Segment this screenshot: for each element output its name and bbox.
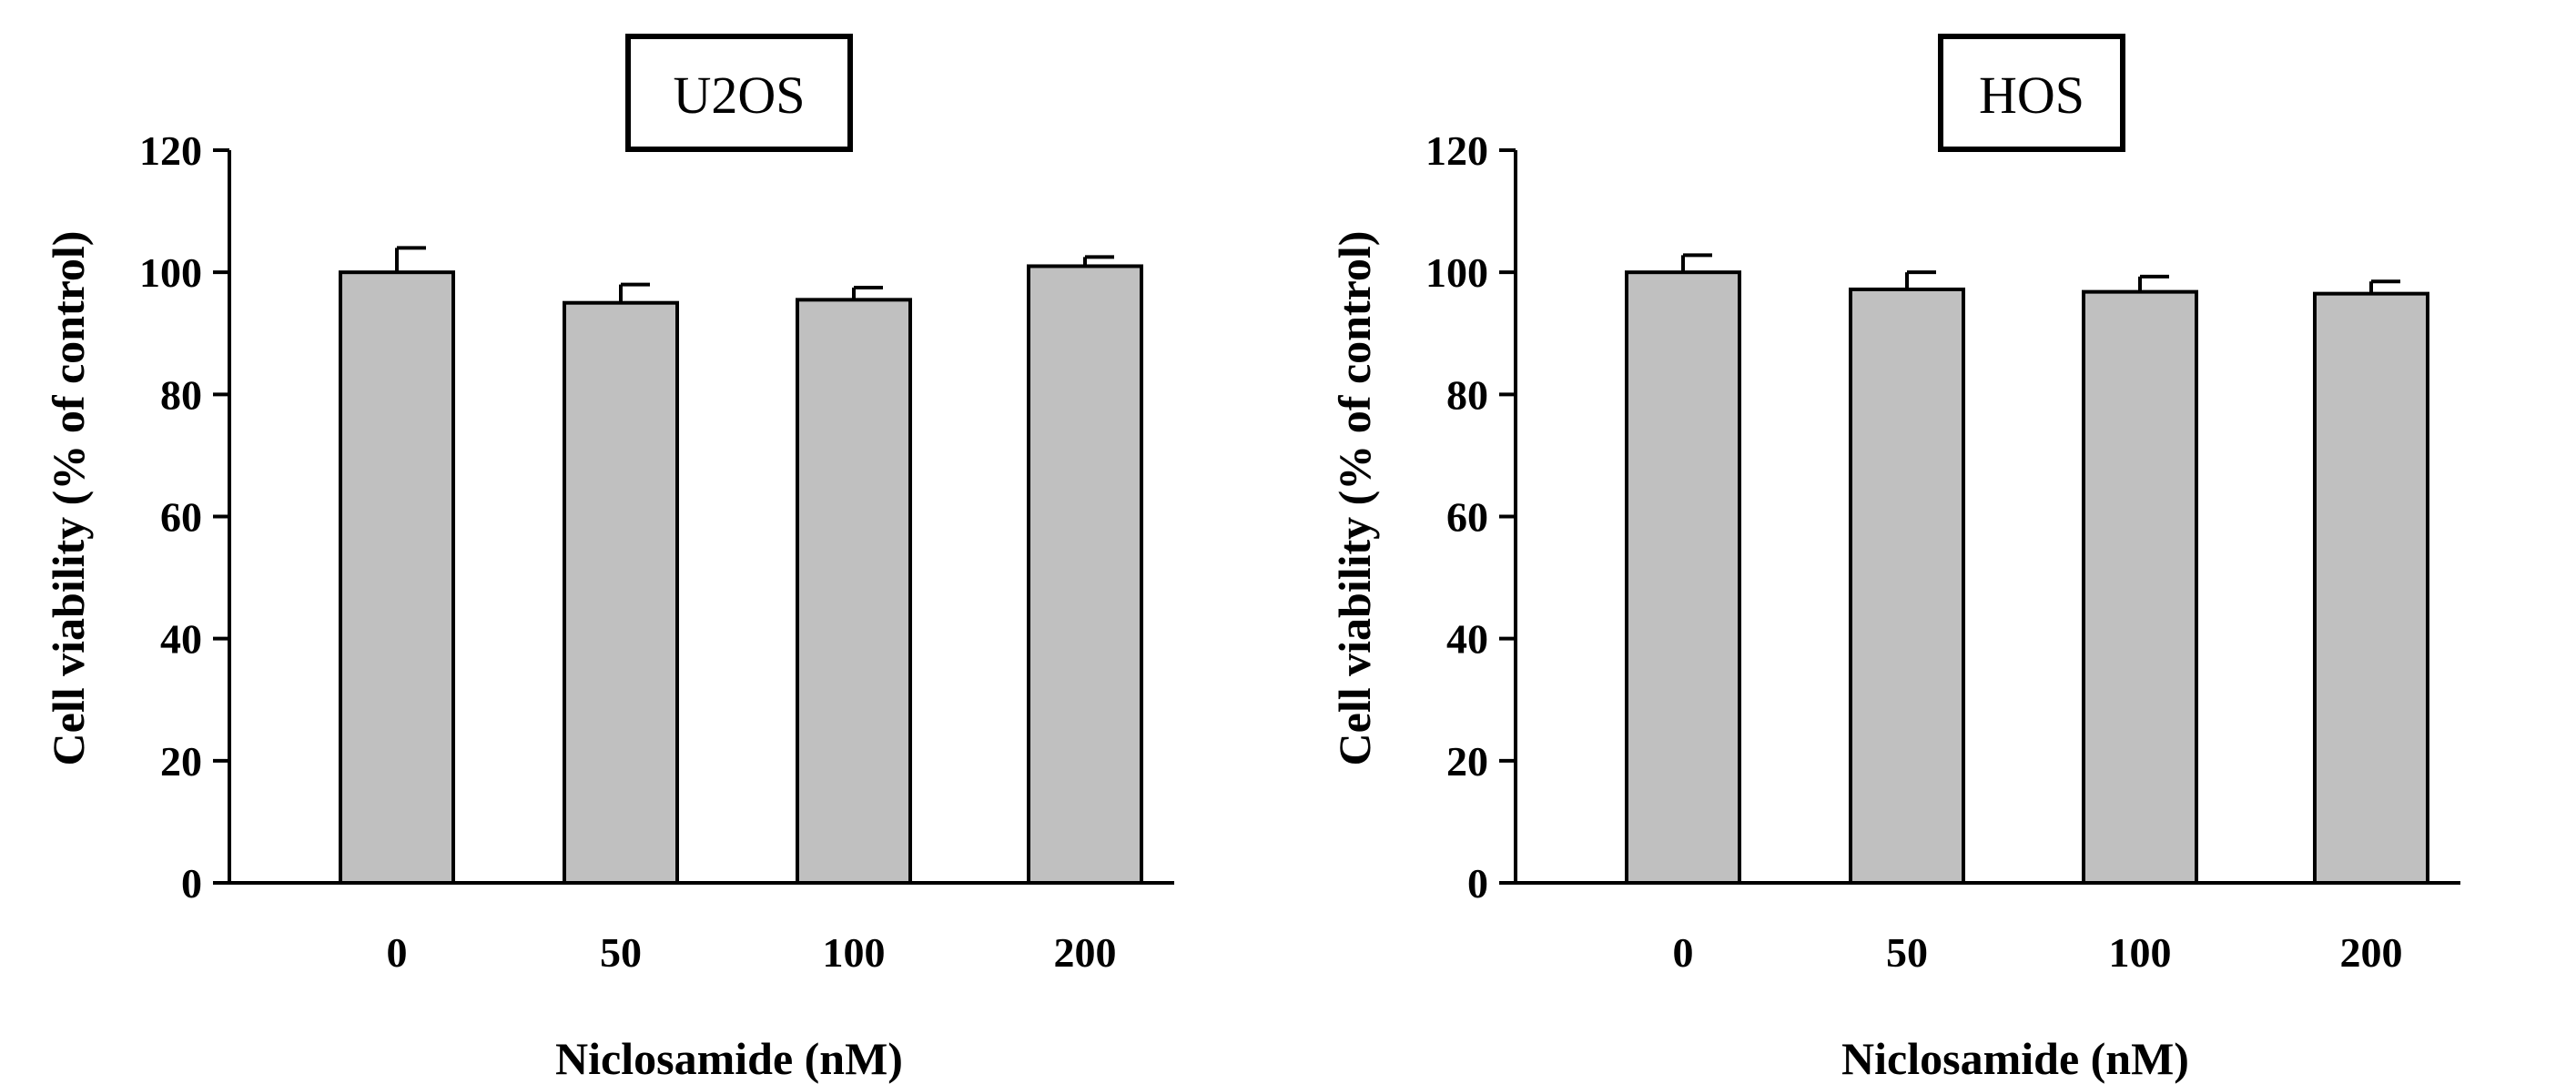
y-axis-title: Cell viability (% of control)	[43, 231, 94, 766]
bar	[796, 298, 912, 885]
x-axis-title: Niclosamide (nM)	[1841, 1033, 2189, 1084]
bar	[563, 300, 679, 886]
x-tick-label: 0	[387, 929, 408, 976]
y-tick-label: 120	[139, 127, 202, 174]
bar	[1027, 264, 1143, 886]
bar	[339, 270, 455, 885]
y-tick-label: 20	[160, 738, 202, 785]
y-tick-label: 100	[1425, 249, 1488, 296]
chart-title: U2OS	[673, 66, 805, 125]
bar	[2313, 291, 2429, 886]
y-tick-label: 100	[139, 249, 202, 296]
x-tick-label: 100	[2109, 929, 2172, 976]
chart-panel-u2os: U2OS 0 20 40 60 80 100 120 0 50 100 200 Niclosamide …	[43, 34, 1174, 1084]
x-tick-label: 0	[1673, 929, 1694, 976]
y-tick-label: 40	[1446, 616, 1488, 663]
y-tick-label: 0	[1467, 860, 1488, 907]
y-tick-label: 80	[160, 371, 202, 418]
bar	[1849, 287, 1965, 885]
bar	[1625, 270, 1741, 885]
x-axis-title: Niclosamide (nM)	[555, 1033, 903, 1084]
chart-title: HOS	[1979, 66, 2084, 125]
y-tick-label: 20	[1446, 738, 1488, 785]
y-tick-label: 60	[160, 494, 202, 541]
x-tick-label: 200	[2340, 929, 2403, 976]
x-tick-label: 50	[1886, 929, 1928, 976]
chart-title-box	[625, 34, 853, 152]
y-tick-label: 120	[1425, 127, 1488, 174]
y-tick-label: 40	[160, 616, 202, 663]
x-tick-label: 50	[600, 929, 642, 976]
chart-panel-hos: HOS 0 20 40 60 80 100 120 0 50 100 200 Niclosamide (…	[1329, 34, 2460, 1084]
y-tick-label: 60	[1446, 494, 1488, 541]
x-tick-label: 200	[1054, 929, 1117, 976]
bar	[2082, 289, 2198, 885]
y-tick-label: 0	[181, 860, 202, 907]
y-axis-title: Cell viability (% of control)	[1329, 231, 1380, 766]
chart-title-box	[1938, 34, 2125, 152]
y-tick-label: 80	[1446, 371, 1488, 418]
x-tick-label: 100	[823, 929, 886, 976]
